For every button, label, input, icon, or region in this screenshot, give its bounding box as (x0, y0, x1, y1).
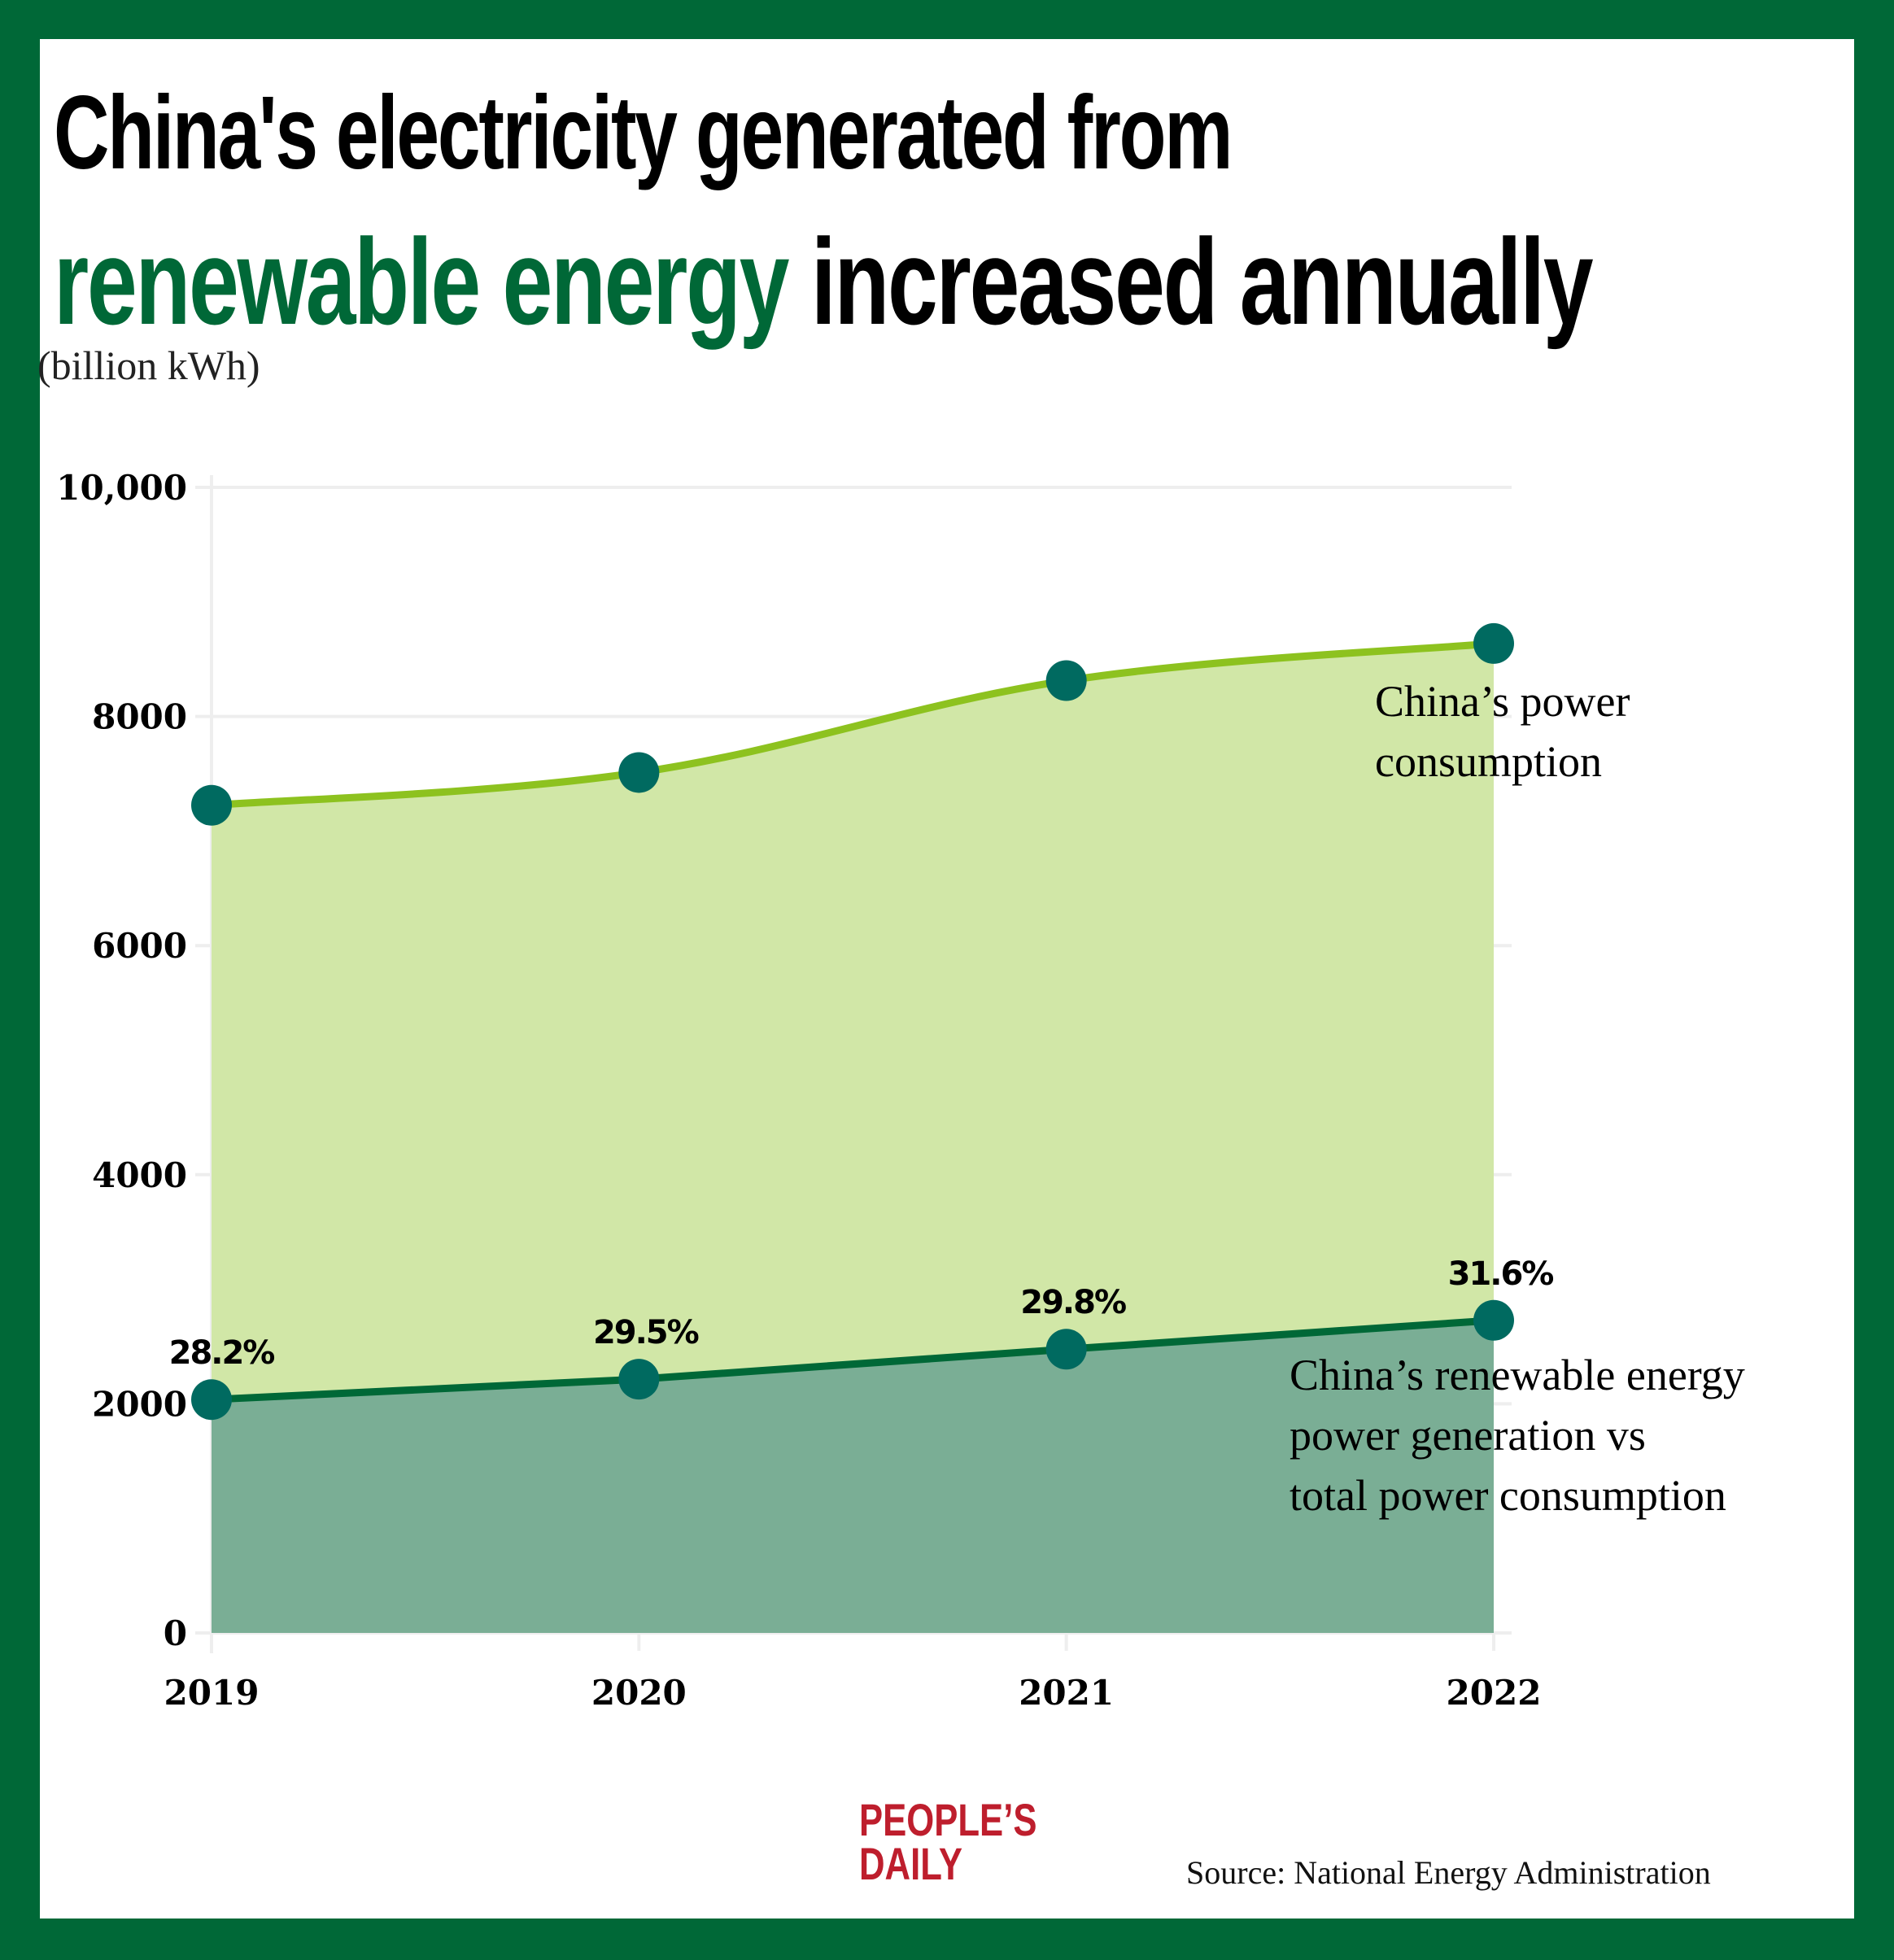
consumption-point (1473, 622, 1514, 664)
consumption-line (211, 640, 1495, 810)
renewable-line (211, 1316, 1495, 1403)
x-tick-label: 2021 (1019, 1673, 1114, 1713)
percentage-label: 29.8% (1020, 1284, 1126, 1321)
renewable-series-label: China’s renewable energy (1290, 1351, 1745, 1399)
y-axis-unit-label: (billion kWh) (37, 343, 260, 388)
headline-line-2: renewable energy increased annually (54, 212, 1594, 352)
y-tick-label: 6000 (92, 926, 187, 966)
percentage-label: 28.2% (169, 1334, 275, 1372)
y-tick-label: 2000 (92, 1384, 187, 1424)
y-tick-label: 10,000 (56, 468, 187, 508)
x-tick-label: 2022 (1447, 1673, 1542, 1713)
percentage-label: 29.5% (593, 1314, 699, 1351)
y-axis-ticks: 0 2000 4000 6000 8000 10,000 (56, 468, 187, 1653)
renewable-series-label: total power consumption (1290, 1471, 1726, 1520)
renewable-series-label: power generation vs (1290, 1411, 1646, 1460)
logo-line-2: DAILY (859, 1838, 963, 1889)
headline-highlight: renewable energy (54, 213, 789, 350)
peoples-daily-logo: PEOPLE’S DAILY (859, 1794, 1037, 1889)
markers (191, 622, 1514, 1421)
renewable-point (618, 1359, 660, 1400)
x-tick-label: 2019 (164, 1673, 260, 1713)
y-tick-label: 4000 (92, 1155, 187, 1195)
data-labels: 28.2% 29.5% 29.8% 31.6% (169, 1255, 1556, 1372)
renewable-area (212, 1320, 1494, 1633)
renewable-point (1045, 1329, 1087, 1370)
source-note: Source: National Energy Administration (1186, 1854, 1711, 1891)
consumption-point (1045, 660, 1087, 701)
logo-line-1: PEOPLE’S (859, 1794, 1037, 1845)
consumption-series-label: China’s power (1375, 677, 1630, 726)
y-tick-label: 0 (164, 1613, 187, 1653)
series-annotations: China’s power consumption China’s renewabl… (1290, 677, 1745, 1520)
y-tick-label: 8000 (92, 697, 187, 737)
x-axis-ticks: 2019 2020 2021 2022 (164, 1673, 1542, 1713)
consumption-point (618, 752, 660, 793)
consumption-series-label: consumption (1375, 737, 1602, 786)
headline-rest: increased annually (788, 213, 1594, 350)
consumption-point (191, 784, 232, 826)
renewable-point (191, 1379, 232, 1421)
renewable-point (1473, 1299, 1514, 1341)
series-lines (211, 640, 1495, 1403)
percentage-label: 31.6% (1448, 1255, 1554, 1293)
headline-line-1: China's electricity generated from (54, 75, 1233, 191)
x-tick-label: 2020 (591, 1673, 687, 1713)
